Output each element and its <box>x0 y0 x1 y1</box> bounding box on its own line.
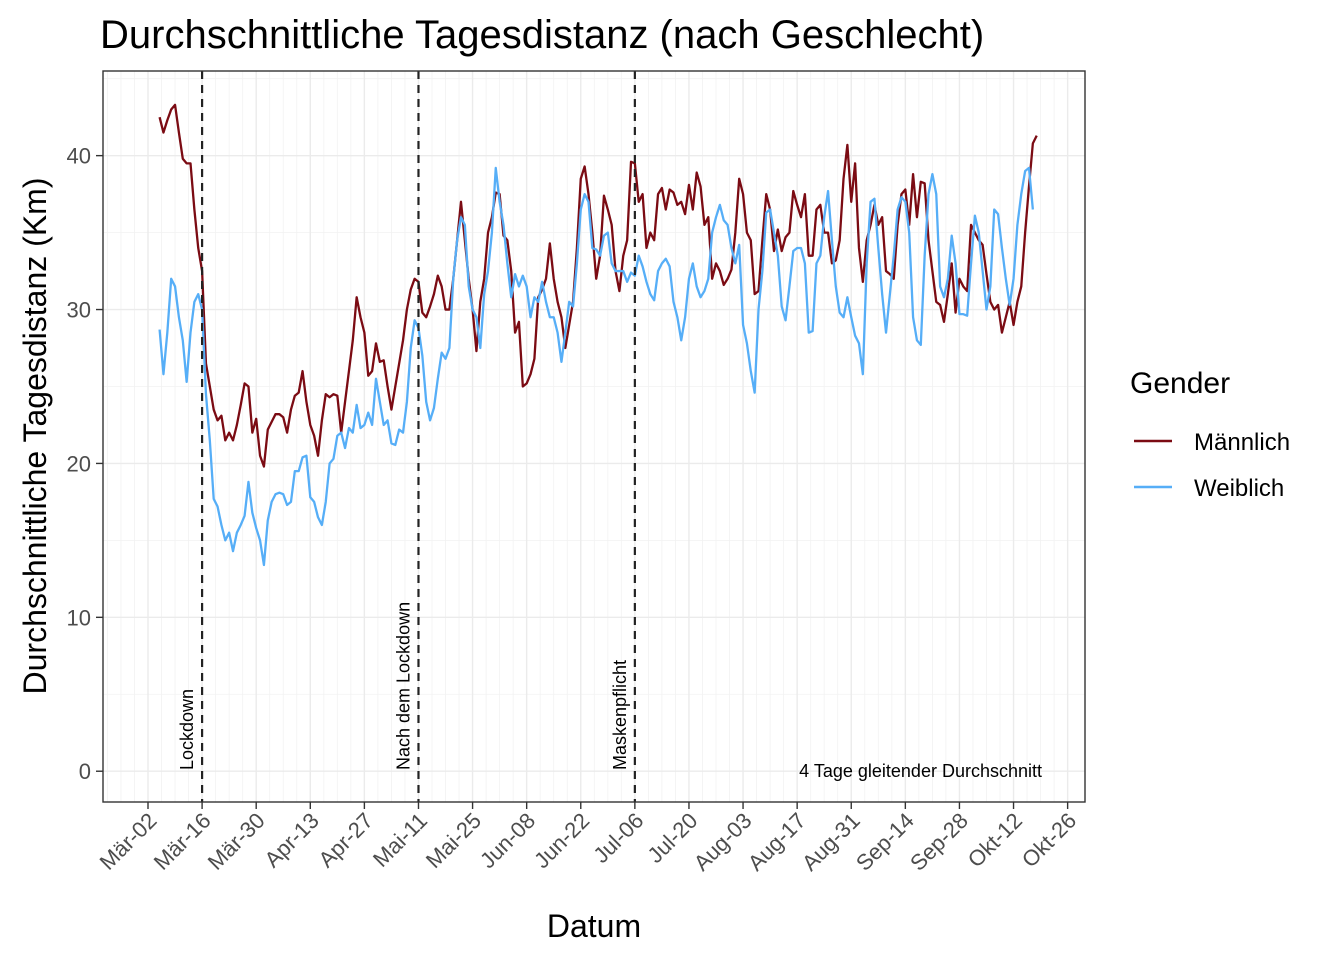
y-tick-label: 30 <box>67 298 91 323</box>
x-tick-label: Mai-11 <box>368 808 432 872</box>
x-tick-label: Apr-27 <box>314 808 378 872</box>
legend-title: Gender <box>1130 367 1230 400</box>
x-tick-label: Jun-22 <box>529 808 594 873</box>
event-label: Maskenpflicht <box>610 660 630 770</box>
x-tick-label: Aug-31 <box>797 808 865 876</box>
plot-border <box>102 70 1086 803</box>
x-tick-label: Sep-28 <box>905 808 973 876</box>
events-layer: Lockdown Nach dem Lockdown Maskenpflicht <box>177 71 636 802</box>
y-tick-label: 40 <box>67 144 91 169</box>
legend-label-maennlich: Männlich <box>1194 429 1290 456</box>
x-tick-label: Okt-26 <box>1017 808 1081 872</box>
x-axis-title: Datum <box>547 908 641 944</box>
chart-title: Durchschnittliche Tagesdistanz (nach Ges… <box>100 13 984 57</box>
series-line-maennlich <box>158 103 1038 468</box>
y-tick-label: 0 <box>79 759 91 784</box>
x-tick-label: Mär-02 <box>95 808 162 875</box>
x-tick-label: Aug-03 <box>689 808 757 876</box>
annotation-text: 4 Tage gleitender Durchschnitt <box>799 761 1042 781</box>
x-tick-label: Mär-30 <box>203 808 270 875</box>
x-axis: Mär-02Mär-16Mär-30Apr-13Apr-27Mai-11Mai-… <box>95 802 1081 876</box>
plot-area: Lockdown Nach dem Lockdown Maskenpflicht 4… <box>102 70 1086 803</box>
x-tick-label: Aug-17 <box>743 808 811 876</box>
y-tick-label: 10 <box>67 605 91 630</box>
x-tick-label: Mär-16 <box>149 808 216 875</box>
grid-minor <box>103 71 1085 802</box>
x-tick-label: Jul-06 <box>588 808 648 868</box>
x-tick-label: Mai-25 <box>421 808 486 873</box>
x-tick-label: Okt-12 <box>963 808 1027 872</box>
x-tick-label: Sep-14 <box>851 808 919 876</box>
event-label: Lockdown <box>177 689 197 770</box>
y-axis-title: Durchschnittliche Tagesdistanz (Km) <box>17 178 53 695</box>
event-label: Nach dem Lockdown <box>393 602 413 770</box>
legend-label-weiblich: Weiblich <box>1194 475 1284 502</box>
series-line-weiblich <box>158 166 1035 567</box>
series-layer <box>158 103 1038 567</box>
legend: Gender Männlich Weiblich <box>1130 367 1290 502</box>
x-tick-label: Jun-08 <box>475 808 540 873</box>
y-tick-label: 20 <box>67 451 91 476</box>
x-tick-label: Apr-13 <box>259 808 323 872</box>
y-axis: 0 10 20 30 40 <box>67 144 103 784</box>
